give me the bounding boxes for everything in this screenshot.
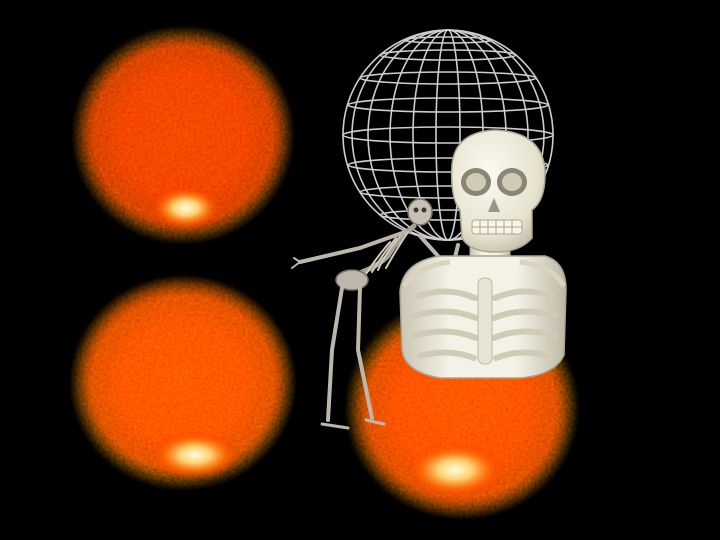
glow-bottom-left (69, 275, 297, 491)
standing-skeleton (291, 198, 460, 430)
glow-top-left (71, 25, 295, 245)
skull-bust (399, 129, 567, 379)
